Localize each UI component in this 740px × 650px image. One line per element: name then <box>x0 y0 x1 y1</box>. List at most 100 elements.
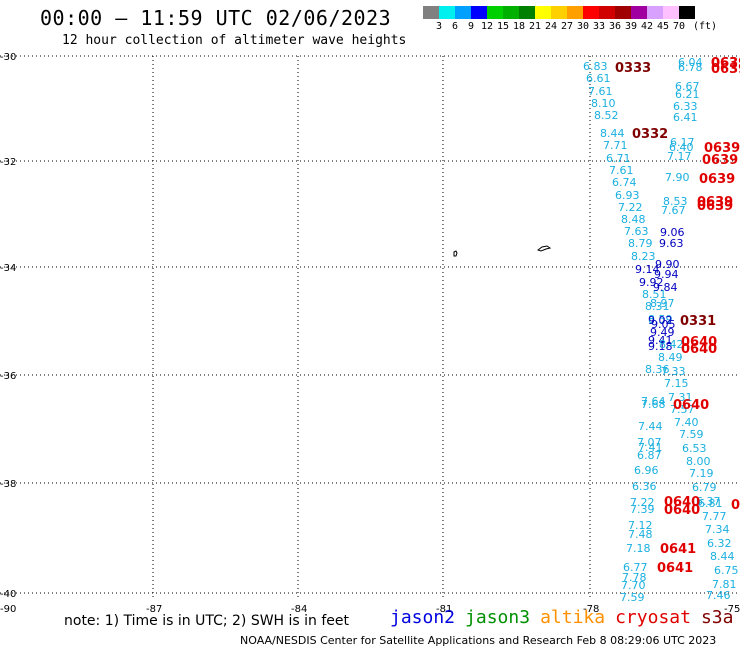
lon-label: -78 <box>583 604 599 615</box>
wave-height-value: 9.41 <box>648 334 673 347</box>
lat-label: -36 <box>0 371 16 382</box>
legend-swatch <box>567 6 583 19</box>
wave-height-value: 7.07 <box>637 436 662 449</box>
legend-swatch <box>487 6 503 19</box>
wave-height-value: 7.46 <box>706 589 731 602</box>
legend-swatch <box>535 6 551 19</box>
pass-time-label: 0639 <box>711 62 740 77</box>
wave-height-value: 6.83 <box>583 60 608 73</box>
legend-swatch <box>663 6 679 19</box>
wave-height-value: 9.63 <box>659 237 684 250</box>
wave-height-value: 7.57 <box>670 403 695 416</box>
legend-swatch <box>599 6 615 19</box>
legend-label: 18 <box>512 21 526 32</box>
wave-height-value: 6.37 <box>696 495 721 508</box>
wave-height-value: 8.51 <box>642 288 667 301</box>
wave-height-value: 7.70 <box>621 579 646 592</box>
wave-height-value: 6.79 <box>692 481 717 494</box>
coastline-islands <box>453 245 552 257</box>
wave-height-value: 7.67 <box>661 204 686 217</box>
pass-time-label: 0639 <box>697 199 733 214</box>
wave-height-value: 9.92 <box>639 276 664 289</box>
wave-height-value: 6.41 <box>673 111 698 124</box>
legend-swatch <box>471 6 487 19</box>
footer-note: note: 1) Time is in UTC; 2) SWH is in fe… <box>64 613 350 629</box>
wave-height-value: 7.44 <box>638 420 663 433</box>
wave-height-value: 8.59 <box>648 313 673 326</box>
lon-label: -90 <box>0 604 16 615</box>
wave-height-value: 7.64 <box>641 395 666 408</box>
wave-height-value: 6.67 <box>675 80 700 93</box>
wave-height-value: 6.81 <box>698 497 723 510</box>
island-right <box>536 245 552 252</box>
wave-height-value: 8.44 <box>600 127 625 140</box>
wave-height-value: 9.49 <box>650 326 675 339</box>
wave-height-value: 7.22 <box>630 496 655 509</box>
wave-height-value: 7.61 <box>609 164 634 177</box>
pass-time-label: 0640 <box>664 495 700 510</box>
pass-time-label: 0331 <box>680 314 716 329</box>
wave-height-value: 7.77 <box>702 510 727 523</box>
pass-time-label: 0640 <box>681 335 717 350</box>
map-grid <box>0 55 740 600</box>
wave-height-value: 7.71 <box>603 139 628 152</box>
lat-label: -30 <box>0 52 16 63</box>
satellite-legend: jason2 jason3 altika cryosat s3a <box>390 607 733 628</box>
pass-time-label: 0639 <box>704 141 740 156</box>
legend-swatch <box>679 6 695 19</box>
wave-height-value: 9.84 <box>653 281 678 294</box>
wave-height-value: 9.05 <box>651 318 676 331</box>
wave-height-value: 6.32 <box>707 537 732 550</box>
legend-label: 45 <box>656 21 670 32</box>
wave-height-value: 7.39 <box>630 503 655 516</box>
wave-height-value: 6.87 <box>637 449 662 462</box>
legend-label: 21 <box>528 21 542 32</box>
lon-label: -87 <box>146 604 162 615</box>
wave-height-value: 7.78 <box>622 571 647 584</box>
wave-height-value: 9.90 <box>655 258 680 271</box>
pass-time-label: 0640 <box>681 342 717 357</box>
pass-time-label: 0333 <box>615 61 651 76</box>
legend-label: 36 <box>608 21 622 32</box>
legend-label: 70 <box>672 21 686 32</box>
wave-height-value: 7.59 <box>620 591 645 604</box>
wave-height-labels: 6.836.617.618.108.528.447.716.717.616.74… <box>583 56 739 604</box>
pass-time-label: 063 <box>711 56 738 71</box>
wave-height-value: 9.18 <box>648 340 673 353</box>
legend-label: 12 <box>480 21 494 32</box>
wave-height-value: 7.68 <box>641 398 666 411</box>
wave-height-value: 7.81 <box>712 578 737 591</box>
legend-swatch <box>503 6 519 19</box>
satellite-legend-item: altika <box>540 607 606 628</box>
wave-height-value: 7.48 <box>628 528 653 541</box>
pass-time-label: 0639 <box>711 56 740 71</box>
color-legend-labels: 3 6 9 12 15 18 21 24 27 30 33 36 39 42 45 70 (ft) <box>423 21 740 33</box>
legend-label: 30 <box>576 21 590 32</box>
wave-height-value: 6.78 <box>678 61 703 74</box>
wave-height-value: 9.94 <box>654 268 679 281</box>
legend-label: 42 <box>640 21 654 32</box>
wave-height-value: 7.41 <box>638 441 663 454</box>
wave-height-value: 8.53 <box>663 195 688 208</box>
lon-label: -75 <box>724 604 740 615</box>
wave-height-value: 7.17 <box>667 150 692 163</box>
satellite-legend-item: cryosat <box>615 607 691 628</box>
pass-time-label: 0640 <box>673 398 709 413</box>
wave-height-value: 8.23 <box>631 250 656 263</box>
satellite-legend-item: jason2 <box>390 607 456 628</box>
legend-swatch <box>583 6 599 19</box>
legend-swatch <box>615 6 631 19</box>
lat-label: -32 <box>0 157 16 168</box>
pass-time-label: 0639 <box>699 172 735 187</box>
wave-height-value: 9.02 <box>648 314 673 327</box>
wave-height-value: 6.53 <box>682 442 707 455</box>
wave-height-value: 6.75 <box>714 564 739 577</box>
pass-time-label: 0332 <box>632 127 668 142</box>
page-subtitle: 12 hour collection of altimeter wave hei… <box>62 33 407 48</box>
legend-swatch <box>423 6 439 19</box>
wave-height-value: 6.71 <box>606 152 631 165</box>
wave-height-value: 7.18 <box>626 542 651 555</box>
wave-height-value: 6.40 <box>669 141 694 154</box>
lat-label: -34 <box>0 263 16 274</box>
legend-swatch <box>631 6 647 19</box>
